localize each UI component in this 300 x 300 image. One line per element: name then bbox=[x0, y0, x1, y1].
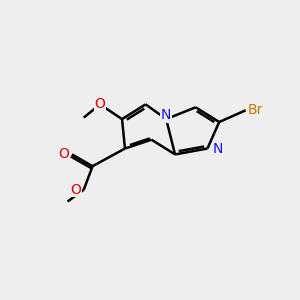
Text: N: N bbox=[213, 142, 223, 155]
Text: O: O bbox=[94, 98, 105, 111]
Text: O: O bbox=[70, 183, 81, 197]
Text: O: O bbox=[59, 147, 70, 161]
Text: Br: Br bbox=[248, 103, 263, 117]
Text: N: N bbox=[161, 108, 171, 122]
